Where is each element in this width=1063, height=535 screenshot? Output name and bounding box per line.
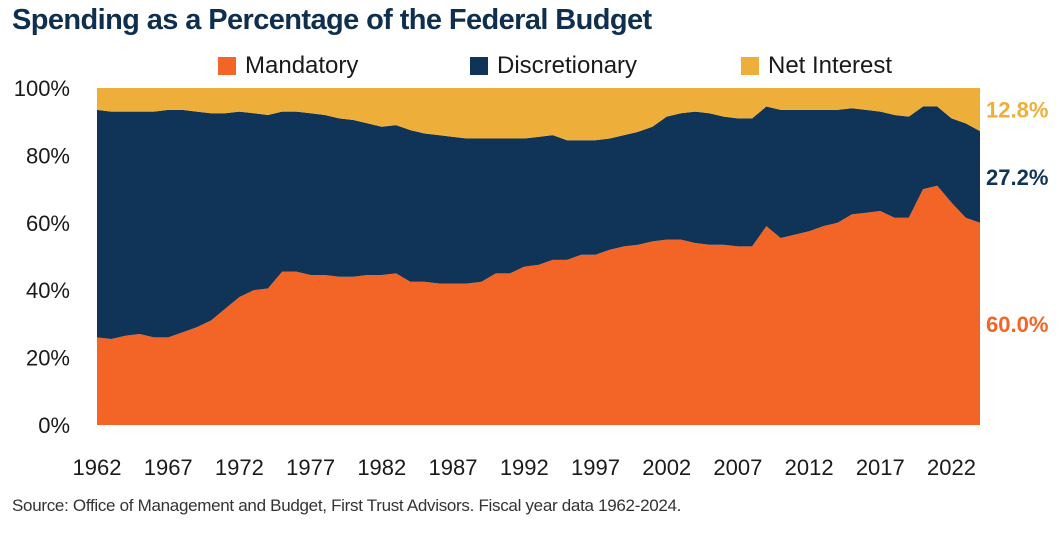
end-label-discretionary: 27.2%: [986, 165, 1048, 190]
area-discretionary: [97, 106, 980, 340]
y-tick-label: 100%: [14, 76, 70, 101]
x-tick-label: 1967: [144, 455, 193, 480]
x-tick-label: 1962: [73, 455, 122, 480]
chart-title: Spending as a Percentage of the Federal …: [12, 4, 652, 36]
legend-label-net-interest: Net Interest: [768, 52, 893, 79]
legend-swatch-discretionary: [470, 57, 488, 75]
legend-item-net-interest: Net Interest: [741, 52, 892, 80]
x-tick-label: 2007: [713, 455, 762, 480]
source-note: Source: Office of Management and Budget,…: [12, 496, 682, 515]
x-tick-label: 2012: [785, 455, 834, 480]
x-tick-label: 1992: [500, 455, 549, 480]
legend-item-mandatory: Mandatory: [218, 52, 358, 80]
end-label-mandatory: 60.0%: [986, 312, 1048, 337]
x-tick-label: 1977: [286, 455, 335, 480]
y-tick-label: 20%: [26, 346, 70, 371]
x-tick-label: 2017: [856, 455, 905, 480]
x-tick-label: 1987: [429, 455, 478, 480]
x-tick-label: 1982: [357, 455, 406, 480]
legend-item-discretionary: Discretionary: [470, 52, 637, 80]
x-tick-label: 1997: [571, 455, 620, 480]
x-tick-label: 2002: [642, 455, 691, 480]
x-tick-label: 2022: [927, 455, 976, 480]
x-tick-label: 1972: [215, 455, 264, 480]
legend-label-mandatory: Mandatory: [245, 52, 359, 79]
legend-label-discretionary: Discretionary: [497, 52, 638, 79]
area-net-interest: [97, 88, 980, 141]
legend: Mandatory Discretionary Net Interest: [0, 52, 1063, 82]
y-tick-label: 80%: [26, 143, 70, 168]
area-mandatory: [97, 185, 980, 425]
end-label-net-interest: 12.8%: [986, 98, 1048, 123]
legend-swatch-net-interest: [741, 57, 759, 75]
y-tick-label: 60%: [26, 211, 70, 236]
legend-swatch-mandatory: [218, 57, 236, 75]
y-tick-label: 0%: [38, 413, 70, 438]
y-tick-label: 40%: [26, 278, 70, 303]
